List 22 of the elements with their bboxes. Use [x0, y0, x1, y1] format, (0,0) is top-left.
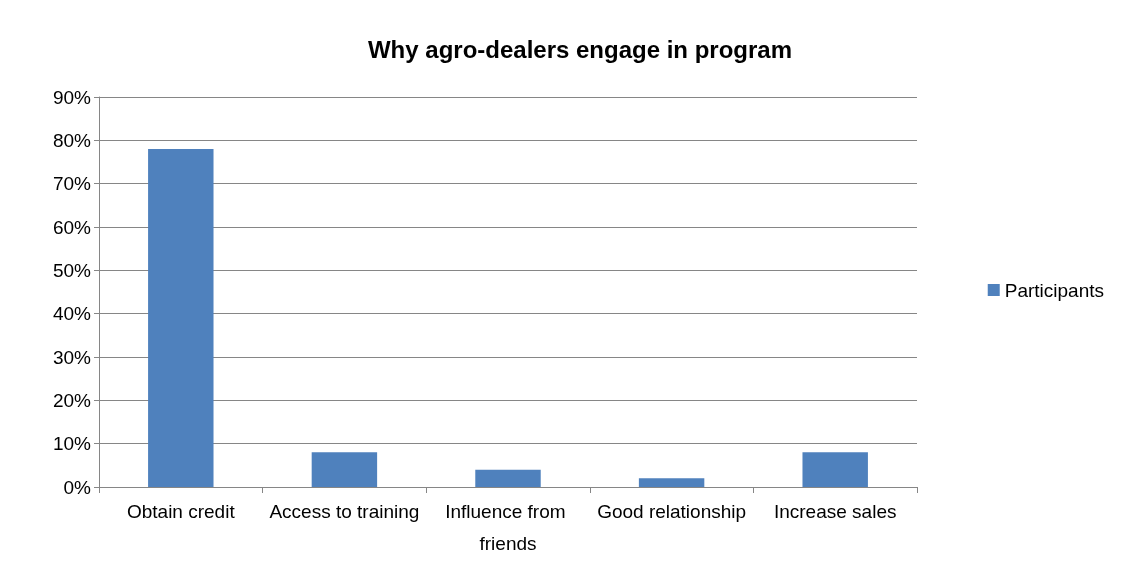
- y-tick-label: 80%: [52, 129, 92, 151]
- x-tick-label: Influence from friends: [445, 500, 571, 554]
- legend-label: Participants: [1004, 279, 1105, 301]
- bar: [638, 478, 705, 487]
- y-tick-label: 70%: [52, 173, 92, 195]
- y-tick-label: 50%: [52, 259, 92, 281]
- y-tick-label: 30%: [52, 346, 92, 368]
- bar: [475, 469, 541, 487]
- x-tick-label: Access to training: [269, 500, 420, 522]
- bar: [148, 149, 214, 487]
- y-tick-label: 20%: [52, 389, 92, 411]
- chart-title: Why agro-dealers engage in program: [367, 35, 793, 63]
- x-tick-label: Obtain credit: [126, 500, 236, 522]
- bar: [802, 452, 868, 487]
- x-tick-label: Increase sales: [773, 500, 897, 522]
- y-tick-label: 40%: [52, 303, 92, 325]
- x-tick-label: Good relationship: [597, 500, 747, 522]
- bar: [311, 452, 378, 487]
- y-tick-label: 0%: [63, 476, 92, 498]
- y-tick-label: 10%: [52, 433, 92, 455]
- y-tick-label: 90%: [52, 86, 92, 108]
- y-tick-label: 60%: [52, 216, 92, 238]
